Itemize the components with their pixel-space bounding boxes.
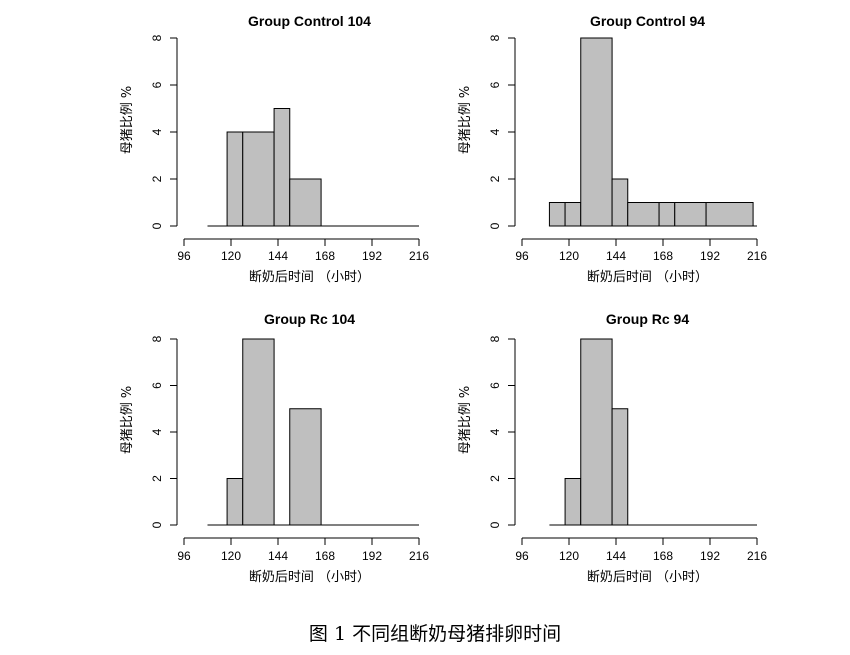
histogram-bar [242, 338, 275, 526]
histogram-bar [674, 202, 707, 227]
histogram-panel: Group Rc 104 0 2 4 6 8 96 120 144 168 192 216 断奶后时间 … [120, 311, 429, 585]
y-tick-label: 4 [488, 128, 502, 135]
histogram-bar [564, 478, 582, 526]
y-tick-label: 2 [150, 475, 164, 482]
y-tick-label: 0 [150, 521, 164, 528]
x-tick-label: 120 [221, 549, 241, 563]
y-tick-label: 6 [488, 81, 502, 88]
histogram-bar [289, 178, 322, 227]
x-tick-label: 96 [515, 249, 529, 263]
x-tick-label: 144 [606, 549, 626, 563]
histogram-bar [273, 108, 291, 227]
histogram-bar [242, 131, 275, 227]
x-tick-label: 216 [747, 549, 767, 563]
x-tick-label: 96 [177, 249, 191, 263]
histogram-panel: Group Control 104 0 2 4 6 8 96 120 144 168 192 216 断… [120, 13, 429, 285]
panel-title: Group Rc 94 [606, 311, 689, 327]
histogram-bar [226, 131, 244, 227]
y-tick-label: 8 [150, 34, 164, 41]
y-tick-label: 8 [488, 34, 502, 41]
histogram-panels: Group Control 104 0 2 4 6 8 96 120 144 168 192 216 断… [120, 13, 767, 585]
x-axis-label: 断奶后时间 （小时） [249, 570, 370, 585]
histogram-bar [548, 202, 566, 227]
x-axis-label: 断奶后时间 （小时） [587, 570, 708, 585]
x-tick-label: 168 [315, 549, 335, 563]
y-axis-label: 母猪比例 % [458, 386, 473, 455]
x-tick-label: 144 [268, 549, 288, 563]
x-tick-label: 168 [653, 249, 673, 263]
y-axis-label: 母猪比例 % [120, 386, 135, 455]
histogram-bar [289, 408, 322, 526]
x-tick-label: 120 [559, 549, 579, 563]
histogram-bar [658, 202, 676, 227]
y-tick-label: 0 [488, 222, 502, 229]
y-tick-label: 6 [150, 382, 164, 389]
y-tick-label: 4 [488, 428, 502, 435]
histogram-panel: Group Control 94 0 2 4 6 8 96 120 144 168 192 216 断奶… [458, 13, 767, 285]
x-tick-label: 216 [409, 549, 429, 563]
x-tick-label: 192 [700, 249, 720, 263]
panel-title: Group Rc 104 [264, 311, 355, 327]
x-tick-label: 144 [268, 249, 288, 263]
x-tick-label: 192 [362, 549, 382, 563]
histogram-bar [226, 478, 244, 526]
y-tick-label: 6 [488, 382, 502, 389]
x-tick-label: 144 [606, 249, 626, 263]
histogram-bar [580, 37, 613, 227]
y-tick-label: 2 [488, 175, 502, 182]
y-tick-label: 4 [150, 428, 164, 435]
histogram-bar [611, 178, 629, 227]
x-axis-label: 断奶后时间 （小时） [249, 270, 370, 285]
histogram-bar [611, 408, 629, 526]
figure-caption: 图 1 不同组断奶母猪排卵时间 [309, 623, 561, 645]
histogram-bar [705, 202, 754, 227]
x-tick-label: 96 [515, 549, 529, 563]
x-tick-label: 168 [653, 549, 673, 563]
x-axis-label: 断奶后时间 （小时） [587, 270, 708, 285]
y-tick-label: 0 [150, 222, 164, 229]
panel-title: Group Control 104 [248, 13, 371, 29]
histogram-bar [580, 338, 613, 526]
y-tick-label: 8 [150, 335, 164, 342]
x-tick-label: 216 [409, 249, 429, 263]
x-tick-label: 192 [362, 249, 382, 263]
y-axis-label: 母猪比例 % [458, 86, 473, 155]
y-tick-label: 0 [488, 521, 502, 528]
x-tick-label: 168 [315, 249, 335, 263]
y-tick-label: 8 [488, 335, 502, 342]
x-tick-label: 216 [747, 249, 767, 263]
x-tick-label: 120 [221, 249, 241, 263]
histogram-bar [627, 202, 660, 227]
histogram-bar [564, 202, 582, 227]
y-tick-label: 6 [150, 81, 164, 88]
x-tick-label: 120 [559, 249, 579, 263]
y-tick-label: 4 [150, 128, 164, 135]
panel-title: Group Control 94 [590, 13, 705, 29]
x-tick-label: 96 [177, 549, 191, 563]
x-tick-label: 192 [700, 549, 720, 563]
y-tick-label: 2 [488, 475, 502, 482]
y-tick-label: 2 [150, 175, 164, 182]
y-axis-label: 母猪比例 % [120, 86, 135, 155]
histogram-panel: Group Rc 94 0 2 4 6 8 96 120 144 168 192 216 断奶后时间 （… [458, 311, 767, 585]
